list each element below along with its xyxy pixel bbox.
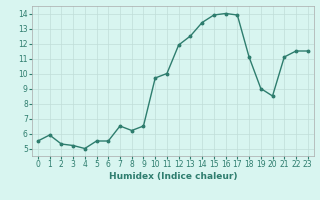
X-axis label: Humidex (Indice chaleur): Humidex (Indice chaleur): [108, 172, 237, 181]
